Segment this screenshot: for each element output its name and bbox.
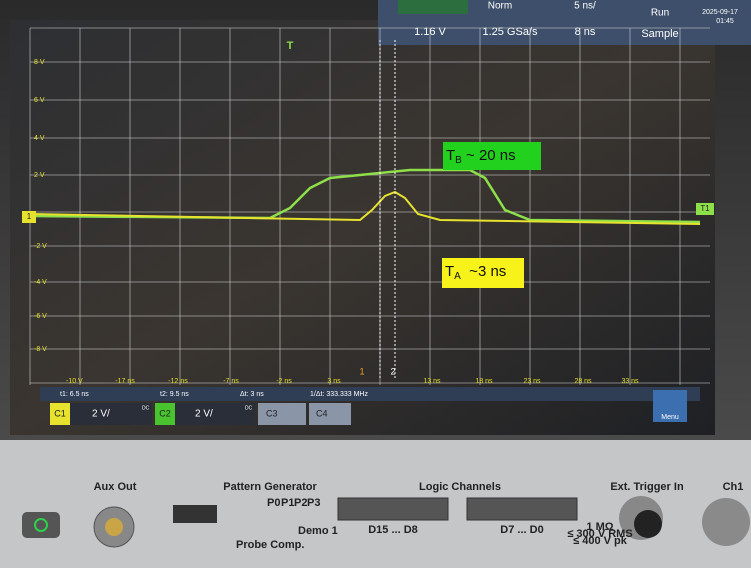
c2-tab[interactable] <box>155 403 175 425</box>
y-label: 4 V <box>34 135 45 142</box>
ch1-bnc <box>702 498 750 546</box>
trigger-ref-marker <box>696 203 714 215</box>
sample-rate: 1.25 GSa/s <box>482 26 538 38</box>
rating: 1 MΩ <box>586 521 613 533</box>
ch1-label: Ch1 <box>723 481 744 493</box>
x-label: 28 ns <box>574 378 592 385</box>
probe-comp-label: Probe Comp. <box>236 539 304 551</box>
timebase: 5 ns/ <box>574 1 596 12</box>
channel1-marker <box>22 211 36 223</box>
y-label: -8 V <box>34 346 47 353</box>
c1-scale: 2 V/ <box>92 409 110 420</box>
x-labels: -17 ns -12 ns -7 ns -2 ns 3 ns 13 ns 18 ns 23 n… <box>115 378 639 385</box>
x-label: 18 ns <box>475 378 493 385</box>
trigger-mode: Norm <box>488 1 512 12</box>
readout-bar <box>40 387 700 401</box>
rating: ≤ 300 V RMS <box>567 528 632 540</box>
y-label: 6 V <box>34 97 45 104</box>
menu-label: Menu <box>661 414 679 421</box>
x-label: 13 ns <box>423 378 441 385</box>
pin-label: P3 <box>307 497 320 509</box>
pin-label: P1 <box>281 497 294 509</box>
annotation-sub: A <box>454 271 461 282</box>
t1-readout: t1: 6.5 ns <box>60 391 89 398</box>
aux-bnc-core <box>105 518 123 536</box>
ext-trigger-label: Ext. Trigger In <box>610 481 684 493</box>
annotation-base: T <box>446 147 455 164</box>
x-label: -12 ns <box>168 378 188 385</box>
c4-tab[interactable] <box>309 403 351 425</box>
annotation-box-a <box>442 258 524 288</box>
annotation-rest: ~ 20 ns <box>462 147 516 164</box>
aux-out-label: Aux Out <box>94 481 137 493</box>
pattern-generator-label: Pattern Generator <box>223 481 317 493</box>
c1-tab[interactable] <box>50 403 70 425</box>
x-label: -7 ns <box>223 378 239 385</box>
x-label: -2 ns <box>276 378 292 385</box>
annotation-rest: ~3 ns <box>461 263 506 280</box>
c1-scale-box[interactable] <box>70 403 152 425</box>
c3-name: C3 <box>266 408 278 418</box>
y-label: -4 V <box>34 279 47 286</box>
usb-port <box>173 505 217 523</box>
annotation-ta: TA ~3 ns <box>445 263 506 282</box>
rating: ≤ 400 V pk <box>573 535 628 547</box>
c2-scale-box[interactable] <box>175 403 255 425</box>
c2-name: C2 <box>159 408 171 418</box>
y-label: -2 V <box>34 243 47 250</box>
channel1-label: 1 <box>27 212 32 221</box>
logic-low-label: D7 ... D0 <box>500 524 543 536</box>
c3-tab[interactable] <box>258 403 306 425</box>
trigger-marker: T <box>287 40 294 52</box>
pin-label: P2 <box>294 497 307 509</box>
screen <box>10 20 715 435</box>
annotation-sub: B <box>455 155 462 166</box>
y-label: -10 V <box>66 378 83 385</box>
power-button[interactable] <box>22 512 60 538</box>
pin-label: P0 <box>267 497 280 509</box>
status-bar: Norm 5 ns/ Run 2025-09-17 01:45 1.16 V 1… <box>378 0 751 45</box>
delta-readout: Δt: 3 ns <box>240 391 264 398</box>
date: 2025-09-17 <box>702 9 738 16</box>
cursor1-marker: 1 <box>359 366 364 376</box>
run-state[interactable]: Run <box>651 8 669 19</box>
y-label: -6 V <box>34 313 47 320</box>
menu-button[interactable] <box>653 390 687 422</box>
x-label: 23 ns <box>523 378 541 385</box>
c1-name: C1 <box>54 408 66 418</box>
annotation-base: T <box>445 263 454 280</box>
inverse-readout: 1/Δt: 333.333 MHz <box>310 391 368 398</box>
trigger-box <box>398 0 468 14</box>
x-label: 33 ns <box>621 378 639 385</box>
power-led <box>34 518 48 532</box>
logic-connector-high <box>337 497 449 521</box>
time: 01:45 <box>716 18 734 25</box>
demo-label: Demo 1 <box>298 525 338 537</box>
t2-readout: t2: 9.5 ns <box>160 391 189 398</box>
waveform-c2 <box>29 168 701 224</box>
logic-channels-label: Logic Channels <box>419 481 501 493</box>
ext-trigger-cap <box>634 510 662 538</box>
trigger-ref-label: T1 <box>700 204 710 213</box>
annotation-tb: TB ~ 20 ns <box>446 147 516 166</box>
c2-coupling: DC <box>245 405 253 411</box>
annotation-box-b <box>443 142 541 170</box>
y-label: 2 V <box>34 172 45 179</box>
c2-scale: 2 V/ <box>195 409 213 420</box>
x-label: 3 ns <box>327 378 341 385</box>
logic-connector-low <box>466 497 578 521</box>
y-label: 8 V <box>34 59 45 66</box>
c1-coupling: DC <box>142 405 150 411</box>
cursor2-marker: 2 <box>390 366 395 376</box>
c4-name: C4 <box>316 408 328 418</box>
y-labels: 8 V 6 V 4 V 2 V -2 V -4 V -6 V -8 V -10 V <box>34 59 83 385</box>
logic-high-label: D15 ... D8 <box>368 524 418 536</box>
grid <box>29 27 710 385</box>
acquisition: Sample <box>641 28 678 40</box>
x-label: -17 ns <box>115 378 135 385</box>
